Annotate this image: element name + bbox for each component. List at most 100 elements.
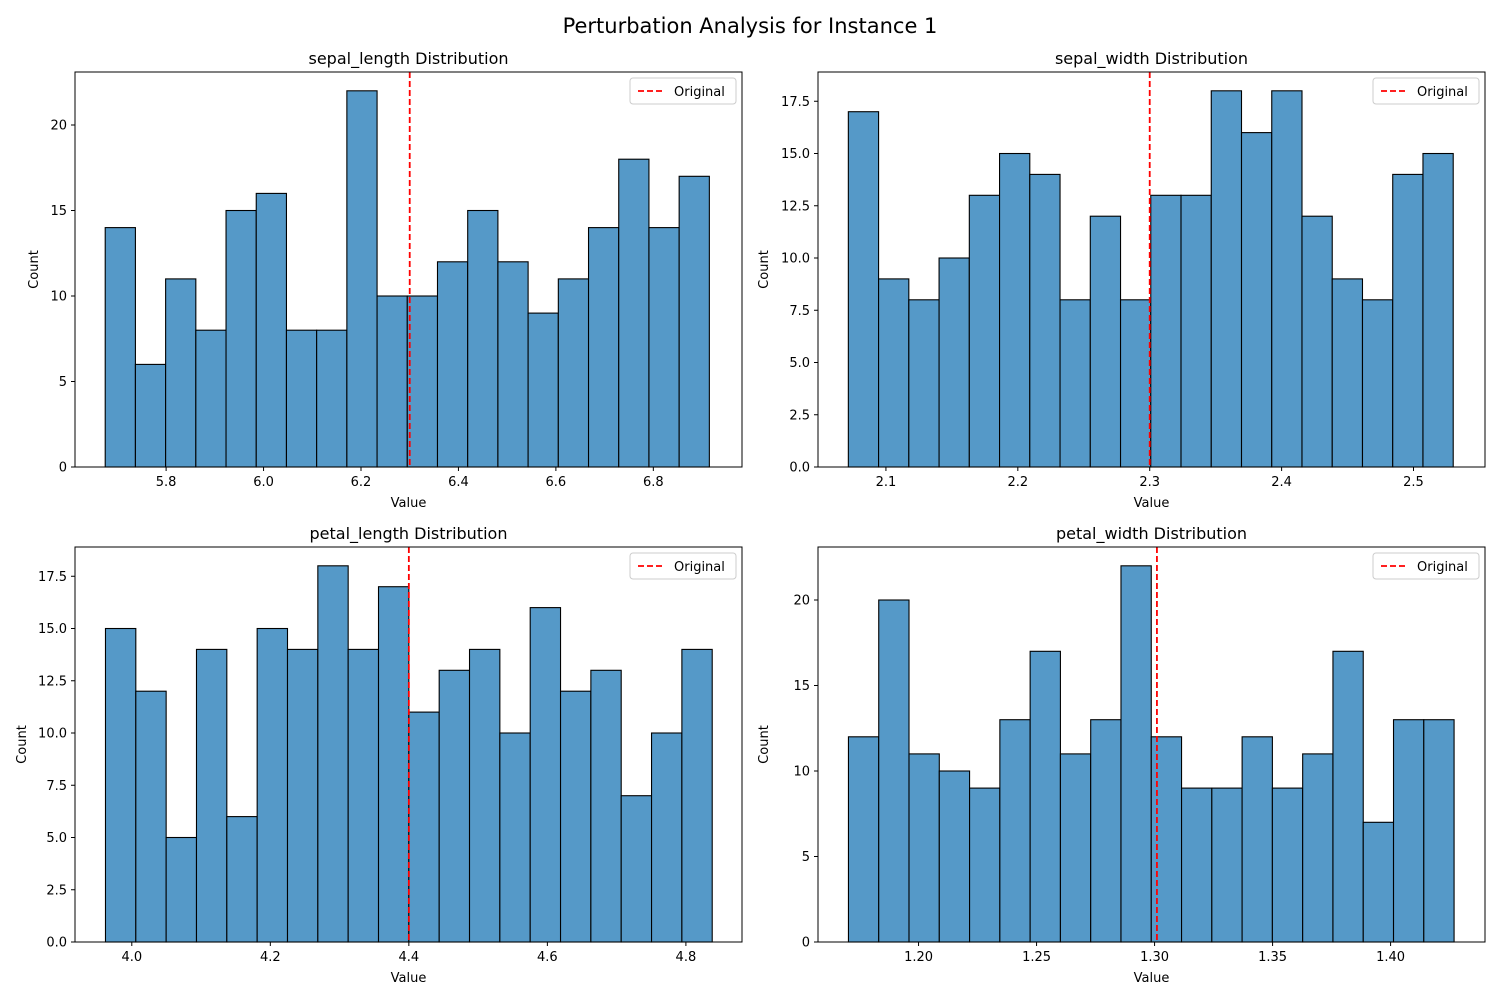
y-tick-label: 7.5 xyxy=(789,304,810,319)
y-tick-label: 0.0 xyxy=(789,461,810,476)
histogram-bar xyxy=(1150,194,1182,468)
y-tick-label: 5 xyxy=(59,375,67,390)
y-tick-label: 10.0 xyxy=(781,252,810,267)
histogram-bar xyxy=(1332,650,1364,943)
legend-box xyxy=(1372,77,1480,105)
y-tick-label: 12.5 xyxy=(38,674,67,689)
y-tick-label: 15.0 xyxy=(781,147,810,162)
histogram-bar xyxy=(285,329,318,468)
histogram-bar xyxy=(969,787,1001,943)
x-tick-label: 4.0 xyxy=(121,950,142,965)
x-tick-label: 4.2 xyxy=(260,950,281,965)
histogram-bar xyxy=(104,627,137,943)
subplot-2: 2.1 2.2 2.3 2.4 2.5 0.0 2.5 5.0 7.5 10.0 12.5 15.0 1… xyxy=(757,49,1486,511)
legend-label: Original xyxy=(1417,85,1468,100)
histogram-bar xyxy=(1361,299,1394,468)
histogram-bar xyxy=(497,261,529,468)
x-tick-label: 6.4 xyxy=(448,475,469,490)
histogram-bar xyxy=(590,669,622,943)
legend-box xyxy=(1372,552,1480,580)
histogram-bar xyxy=(1210,90,1243,468)
histogram-bar xyxy=(1120,565,1152,943)
histogram-bar xyxy=(499,732,531,943)
y-tick-label: 0 xyxy=(802,936,810,951)
histogram-bar xyxy=(165,836,198,943)
histogram-bar xyxy=(878,278,910,468)
x-tick-label: 1.20 xyxy=(904,950,933,965)
histogram-bar xyxy=(999,152,1031,468)
histogram-bar xyxy=(1331,278,1364,468)
x-tick-label: 2.2 xyxy=(1007,475,1028,490)
x-tick-label: 6.2 xyxy=(351,475,372,490)
axes-frame xyxy=(817,71,1486,468)
histogram-bar xyxy=(557,278,590,468)
histogram-bar xyxy=(1089,215,1122,468)
histogram-bar xyxy=(376,295,408,468)
histogram-bar xyxy=(648,227,680,468)
histogram-bar xyxy=(1150,736,1183,943)
y-tick-label: 7.5 xyxy=(46,779,67,794)
histogram-bar xyxy=(527,312,559,468)
histogram-bar xyxy=(908,753,940,943)
histogram-bar xyxy=(195,329,227,468)
legend-label: Original xyxy=(674,85,725,100)
x-axis-label: Value xyxy=(391,971,427,986)
histogram-bar xyxy=(377,586,410,943)
histogram-bar xyxy=(618,158,650,468)
y-tick-label: 15 xyxy=(793,679,810,694)
histogram-bar xyxy=(1211,787,1243,943)
y-tick-label: 5 xyxy=(802,850,810,865)
x-axis-label: Value xyxy=(1134,971,1170,986)
legend: Original xyxy=(629,552,737,580)
subplot-title: sepal_length Distribution xyxy=(308,49,508,69)
y-axis-label: Count xyxy=(27,250,42,289)
x-tick-label: 1.30 xyxy=(1140,950,1169,965)
histogram-bar xyxy=(135,690,167,943)
y-tick-label: 17.5 xyxy=(38,570,67,585)
histogram-bar xyxy=(999,719,1031,943)
histogram-bar xyxy=(1059,299,1091,468)
histogram-bar xyxy=(225,209,257,468)
legend-box xyxy=(629,552,737,580)
y-tick-label: 5.0 xyxy=(46,831,67,846)
histogram-bar xyxy=(317,565,349,943)
x-tick-label: 2.1 xyxy=(876,475,897,490)
histogram-bar xyxy=(847,111,880,468)
histogram-bar xyxy=(1271,787,1304,943)
histogram-bar xyxy=(1271,90,1303,468)
histogram-bar xyxy=(347,648,380,943)
y-tick-label: 5.0 xyxy=(789,356,810,371)
subplot-4: 1.20 1.25 1.30 1.35 1.40 0 5 10 15 20 petal_width … xyxy=(757,524,1486,986)
histogram-bar xyxy=(165,278,197,468)
histogram-bar xyxy=(1302,753,1334,943)
x-tick-label: 4.8 xyxy=(676,950,697,965)
histogram-bar xyxy=(104,227,136,468)
y-tick-label: 12.5 xyxy=(781,199,810,214)
histogram-bar xyxy=(587,227,620,468)
histogram-bar xyxy=(1241,736,1273,943)
legend-label: Original xyxy=(1417,560,1468,575)
histogram-bar xyxy=(650,732,683,943)
histogram-bar xyxy=(195,648,228,943)
histogram-bar xyxy=(286,648,319,943)
histogram-bar xyxy=(467,209,499,468)
axes-frame xyxy=(817,546,1486,943)
legend-label: Original xyxy=(674,560,725,575)
x-tick-label: 4.4 xyxy=(399,950,420,965)
histogram-bar xyxy=(1392,173,1424,468)
x-tick-label: 2.4 xyxy=(1271,475,1292,490)
y-tick-label: 2.5 xyxy=(789,408,810,423)
x-tick-label: 6.8 xyxy=(643,475,664,490)
histogram-bar xyxy=(226,816,258,943)
y-tick-label: 10 xyxy=(793,765,810,780)
x-tick-label: 1.35 xyxy=(1258,950,1287,965)
histogram-bar xyxy=(620,795,653,943)
x-axis-label: Value xyxy=(391,496,427,511)
histogram-bar xyxy=(1392,719,1425,943)
y-tick-label: 0 xyxy=(59,461,67,476)
histogram-bar xyxy=(255,192,288,468)
histogram-bar xyxy=(1119,299,1152,468)
x-tick-label: 2.5 xyxy=(1403,475,1424,490)
histogram-bar xyxy=(681,648,713,943)
histogram-bar xyxy=(847,736,880,943)
